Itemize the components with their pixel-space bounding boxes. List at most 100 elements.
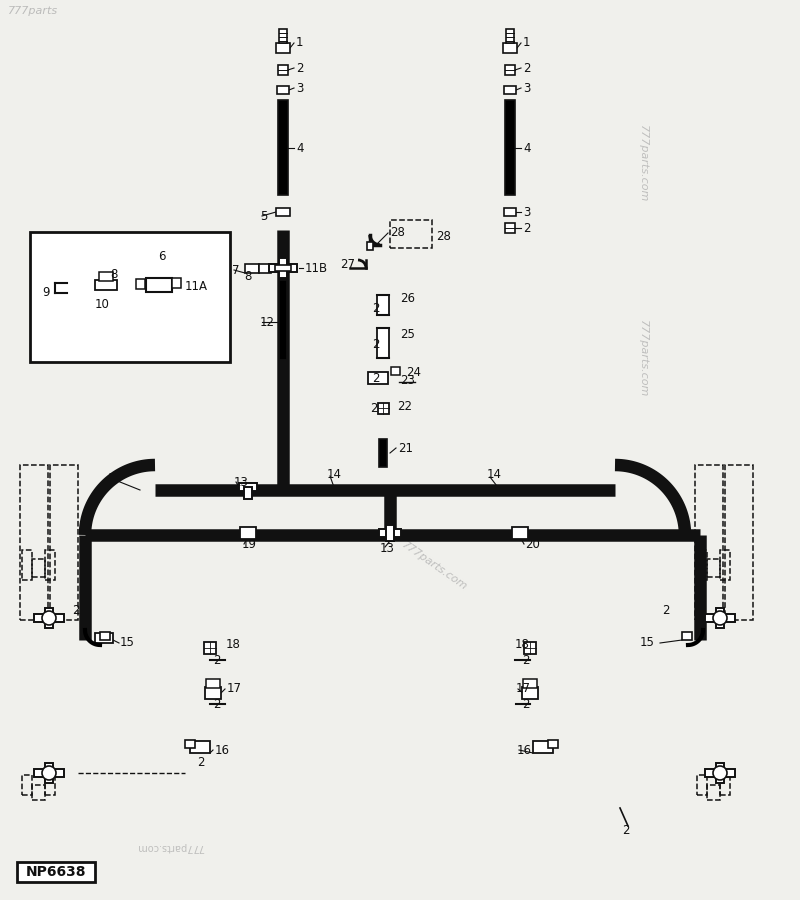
Text: 23: 23 <box>400 374 415 386</box>
Bar <box>505 65 515 75</box>
Bar <box>707 559 720 577</box>
Bar <box>379 439 387 467</box>
Bar <box>505 100 515 195</box>
Bar <box>50 465 78 620</box>
Bar <box>524 642 536 654</box>
Bar <box>277 86 289 94</box>
Text: 8: 8 <box>110 267 118 281</box>
Text: 16: 16 <box>517 743 532 757</box>
Text: 12: 12 <box>260 316 275 328</box>
Bar <box>185 740 195 748</box>
Bar <box>146 278 172 292</box>
Bar <box>523 679 537 688</box>
Bar <box>97 274 107 282</box>
Bar <box>22 775 32 795</box>
Bar <box>695 465 723 620</box>
Bar <box>697 550 707 580</box>
Bar <box>368 372 388 384</box>
Bar <box>45 608 53 628</box>
Text: 28: 28 <box>390 226 405 239</box>
Circle shape <box>713 766 727 780</box>
Bar <box>279 29 287 43</box>
Bar <box>95 633 113 643</box>
Text: 4: 4 <box>296 141 303 155</box>
Bar <box>697 775 707 795</box>
Text: 26: 26 <box>400 292 415 304</box>
Text: 14: 14 <box>487 469 502 482</box>
Text: 16: 16 <box>215 743 230 757</box>
Text: 2: 2 <box>372 302 379 314</box>
Bar <box>269 264 297 272</box>
Text: 22: 22 <box>397 400 412 412</box>
Bar <box>245 264 259 273</box>
Bar <box>504 208 516 216</box>
Bar <box>378 402 389 413</box>
Text: 777parts.com: 777parts.com <box>400 539 469 592</box>
Bar <box>505 223 515 233</box>
Text: 2: 2 <box>72 604 79 617</box>
Bar <box>240 527 256 539</box>
Bar <box>239 483 257 491</box>
Text: 11A: 11A <box>185 281 208 293</box>
Bar <box>206 679 220 688</box>
Text: 2: 2 <box>197 757 205 770</box>
Bar <box>244 487 252 499</box>
Bar <box>190 741 210 753</box>
Bar <box>45 763 53 783</box>
Bar <box>278 100 288 195</box>
Bar <box>707 785 720 800</box>
Bar <box>276 43 290 53</box>
Bar <box>377 295 389 315</box>
Bar <box>504 86 516 94</box>
Text: 27: 27 <box>340 257 355 271</box>
Bar <box>100 632 110 640</box>
Bar <box>705 769 735 777</box>
Text: 3: 3 <box>523 205 530 219</box>
Bar <box>725 465 753 620</box>
Text: 1: 1 <box>296 37 303 50</box>
Bar <box>512 527 528 539</box>
Bar <box>276 208 290 216</box>
Text: 2: 2 <box>523 221 530 235</box>
Bar <box>367 242 373 250</box>
Bar <box>720 550 730 580</box>
Text: 14: 14 <box>327 469 342 482</box>
Text: 21: 21 <box>398 442 413 454</box>
Bar <box>377 328 389 358</box>
Text: 13: 13 <box>234 475 249 489</box>
Text: 15: 15 <box>640 636 655 650</box>
Bar <box>682 632 692 640</box>
Bar <box>522 687 538 699</box>
Text: 9: 9 <box>42 286 50 300</box>
Text: 25: 25 <box>400 328 415 341</box>
Text: 19: 19 <box>242 538 257 552</box>
Text: 2: 2 <box>213 698 221 710</box>
Text: 4: 4 <box>523 141 530 155</box>
Text: 2: 2 <box>296 61 303 75</box>
Bar <box>32 785 45 800</box>
Bar <box>45 775 55 795</box>
Text: 2: 2 <box>622 824 630 836</box>
Bar <box>279 258 287 278</box>
Text: 17: 17 <box>516 681 531 695</box>
Bar <box>45 550 55 580</box>
Text: 2: 2 <box>522 653 530 667</box>
Bar <box>136 279 145 289</box>
Text: 777parts: 777parts <box>8 6 58 16</box>
Bar <box>705 614 735 622</box>
Bar <box>279 280 287 360</box>
Text: 1: 1 <box>523 37 530 50</box>
Bar <box>506 29 514 43</box>
Text: 13: 13 <box>380 542 395 554</box>
Bar <box>32 559 45 577</box>
Bar <box>34 769 64 777</box>
Text: 20: 20 <box>525 538 540 552</box>
Text: 2: 2 <box>370 401 378 415</box>
Text: 2: 2 <box>372 338 379 352</box>
Bar <box>95 280 117 290</box>
Text: 777parts.com: 777parts.com <box>136 842 204 852</box>
Text: 2: 2 <box>522 698 530 710</box>
Text: 8: 8 <box>244 271 251 284</box>
Text: 28: 28 <box>436 230 451 244</box>
Bar <box>278 65 288 75</box>
